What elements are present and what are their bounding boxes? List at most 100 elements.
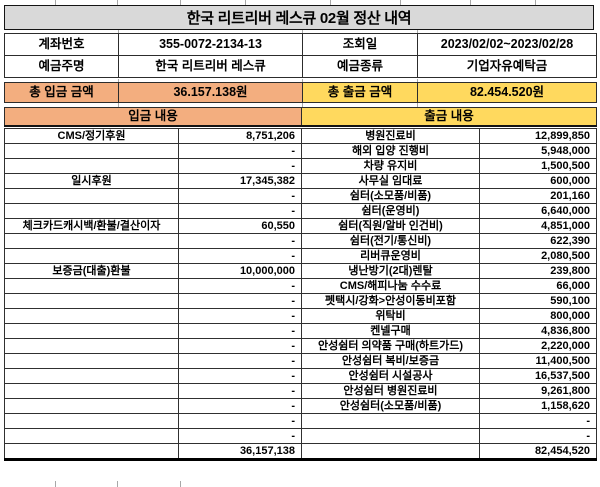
withdrawal-amount-cell[interactable]: 622,390 xyxy=(479,233,597,249)
deposit-amount-cell[interactable]: - xyxy=(178,188,302,204)
withdrawal-item-cell[interactable]: 안성쉼터 의약품 구매(하트가드) xyxy=(301,338,480,354)
withdrawal-amount-cell[interactable]: 4,836,800 xyxy=(479,323,597,339)
withdrawal-amount-cell[interactable]: 66,000 xyxy=(479,278,597,294)
deposit-amount-cell[interactable]: 8,751,206 xyxy=(178,128,302,144)
withdrawal-amount-cell[interactable]: 11,400,500 xyxy=(479,353,597,369)
total-withdrawal-label-cell[interactable]: 총 출금 금액 xyxy=(302,82,418,103)
deposit-item-cell[interactable] xyxy=(4,398,179,414)
deposit-item-cell[interactable] xyxy=(4,323,179,339)
withdrawal-total-spacer-cell[interactable] xyxy=(301,443,480,460)
withdrawal-amount-cell[interactable]: 800,000 xyxy=(479,308,597,324)
deposit-total-cell[interactable]: 36,157,138 xyxy=(178,443,302,460)
deposit-amount-cell[interactable]: 10,000,000 xyxy=(178,263,302,279)
total-deposit-label-cell[interactable]: 총 입금 금액 xyxy=(4,82,119,103)
withdrawal-item-cell[interactable]: 차량 유지비 xyxy=(301,158,480,174)
deposit-item-cell[interactable] xyxy=(4,203,179,219)
withdrawal-amount-cell[interactable]: 1,500,500 xyxy=(479,158,597,174)
withdrawal-item-cell[interactable]: 냉난방기(2대)렌탈 xyxy=(301,263,480,279)
deposit-amount-cell[interactable]: - xyxy=(178,158,302,174)
withdrawal-item-cell[interactable]: 쉼터(전기/통신비) xyxy=(301,233,480,249)
inquiry-date-value-cell[interactable]: 2023/02/02~2023/02/28 xyxy=(417,33,597,56)
deposit-total-spacer-cell[interactable] xyxy=(4,443,179,460)
total-withdrawal-value-cell[interactable]: 82.454.520원 xyxy=(417,82,597,103)
withdrawal-amount-cell[interactable]: 12,899,850 xyxy=(479,128,597,144)
withdrawal-amount-cell[interactable]: 1,158,620 xyxy=(479,398,597,414)
withdrawal-item-cell[interactable] xyxy=(301,428,480,444)
deposit-item-cell[interactable] xyxy=(4,338,179,354)
withdrawal-item-cell[interactable]: 사무실 임대료 xyxy=(301,173,480,189)
deposit-amount-cell[interactable]: - xyxy=(178,413,302,429)
deposit-amount-cell[interactable]: - xyxy=(178,323,302,339)
deposit-amount-cell[interactable]: 60,550 xyxy=(178,218,302,234)
deposit-type-label-cell[interactable]: 예금종류 xyxy=(302,55,418,78)
deposit-item-cell[interactable] xyxy=(4,413,179,429)
holder-label-cell[interactable]: 예금주명 xyxy=(4,55,119,78)
deposit-item-cell[interactable]: CMS/정기후원 xyxy=(4,128,179,144)
withdrawal-item-cell[interactable]: 위탁비 xyxy=(301,308,480,324)
inquiry-date-label-cell[interactable]: 조회일 xyxy=(302,33,418,56)
deposit-section-header-cell[interactable]: 입금 내용 xyxy=(4,107,302,126)
deposit-amount-cell[interactable]: - xyxy=(178,203,302,219)
withdrawal-amount-cell[interactable]: - xyxy=(479,413,597,429)
withdrawal-item-cell[interactable]: 안성쉼터 시설공사 xyxy=(301,368,480,384)
withdrawal-section-header-cell[interactable]: 출금 내용 xyxy=(301,107,597,126)
withdrawal-amount-cell[interactable]: 201,160 xyxy=(479,188,597,204)
deposit-amount-cell[interactable]: - xyxy=(178,353,302,369)
deposit-item-cell[interactable] xyxy=(4,383,179,399)
withdrawal-amount-cell[interactable]: 4,851,000 xyxy=(479,218,597,234)
deposit-item-cell[interactable] xyxy=(4,368,179,384)
deposit-amount-cell[interactable]: - xyxy=(178,278,302,294)
withdrawal-amount-cell[interactable]: 5,948,000 xyxy=(479,143,597,159)
deposit-item-cell[interactable] xyxy=(4,188,179,204)
deposit-item-cell[interactable] xyxy=(4,428,179,444)
total-deposit-value-cell[interactable]: 36.157.138원 xyxy=(118,82,303,103)
withdrawal-amount-cell[interactable]: 9,261,800 xyxy=(479,383,597,399)
deposit-amount-cell[interactable]: - xyxy=(178,368,302,384)
deposit-item-cell[interactable]: 체크카드캐시백/환불/결산이자 xyxy=(4,218,179,234)
deposit-item-cell[interactable]: 일시후원 xyxy=(4,173,179,189)
withdrawal-item-cell[interactable]: 해외 입양 진행비 xyxy=(301,143,480,159)
withdrawal-item-cell[interactable]: 리버큐운영비 xyxy=(301,248,480,264)
withdrawal-amount-cell[interactable]: 239,800 xyxy=(479,263,597,279)
deposit-type-value-cell[interactable]: 기업자유예탁금 xyxy=(417,55,597,78)
deposit-item-cell[interactable]: 보증금(대출)환불 xyxy=(4,263,179,279)
withdrawal-amount-cell[interactable]: 590,100 xyxy=(479,293,597,309)
deposit-amount-cell[interactable]: - xyxy=(178,398,302,414)
withdrawal-amount-cell[interactable]: 16,537,500 xyxy=(479,368,597,384)
deposit-amount-cell[interactable]: - xyxy=(178,143,302,159)
deposit-item-cell[interactable] xyxy=(4,293,179,309)
deposit-amount-cell[interactable]: 17,345,382 xyxy=(178,173,302,189)
withdrawal-item-cell[interactable] xyxy=(301,413,480,429)
deposit-item-cell[interactable] xyxy=(4,353,179,369)
deposit-amount-cell[interactable]: - xyxy=(178,338,302,354)
sheet-title-cell[interactable]: 한국 리트리버 레스큐 02월 정산 내역 xyxy=(4,5,594,30)
account-number-value-cell[interactable]: 355-0072-2134-13 xyxy=(118,33,303,56)
deposit-amount-cell[interactable]: - xyxy=(178,248,302,264)
withdrawal-amount-cell[interactable]: - xyxy=(479,428,597,444)
withdrawal-amount-cell[interactable]: 6,640,000 xyxy=(479,203,597,219)
withdrawal-item-cell[interactable]: 병원진료비 xyxy=(301,128,480,144)
deposit-amount-cell[interactable]: - xyxy=(178,233,302,249)
deposit-item-cell[interactable] xyxy=(4,248,179,264)
deposit-item-cell[interactable] xyxy=(4,233,179,249)
deposit-amount-cell[interactable]: - xyxy=(178,293,302,309)
withdrawal-total-cell[interactable]: 82,454,520 xyxy=(479,443,597,460)
deposit-amount-cell[interactable]: - xyxy=(178,308,302,324)
deposit-amount-cell[interactable]: - xyxy=(178,383,302,399)
withdrawal-item-cell[interactable]: 쉼터(직원/알바 인건비) xyxy=(301,218,480,234)
withdrawal-amount-cell[interactable]: 600,000 xyxy=(479,173,597,189)
withdrawal-item-cell[interactable]: 쉼터(소모품/비품) xyxy=(301,188,480,204)
withdrawal-item-cell[interactable]: 안성쉼터(소모품/비품) xyxy=(301,398,480,414)
deposit-amount-cell[interactable]: - xyxy=(178,428,302,444)
account-number-label-cell[interactable]: 계좌번호 xyxy=(4,33,119,56)
withdrawal-amount-cell[interactable]: 2,220,000 xyxy=(479,338,597,354)
withdrawal-amount-cell[interactable]: 2,080,500 xyxy=(479,248,597,264)
deposit-item-cell[interactable] xyxy=(4,278,179,294)
withdrawal-item-cell[interactable]: 펫택시/강화>안성이동비포함 xyxy=(301,293,480,309)
withdrawal-item-cell[interactable]: 안성쉼터 복비/보증금 xyxy=(301,353,480,369)
deposit-item-cell[interactable] xyxy=(4,143,179,159)
withdrawal-item-cell[interactable]: CMS/해피나눔 수수료 xyxy=(301,278,480,294)
holder-value-cell[interactable]: 한국 리트리버 레스큐 xyxy=(118,55,303,78)
deposit-item-cell[interactable] xyxy=(4,158,179,174)
withdrawal-item-cell[interactable]: 쉼터(운영비) xyxy=(301,203,480,219)
